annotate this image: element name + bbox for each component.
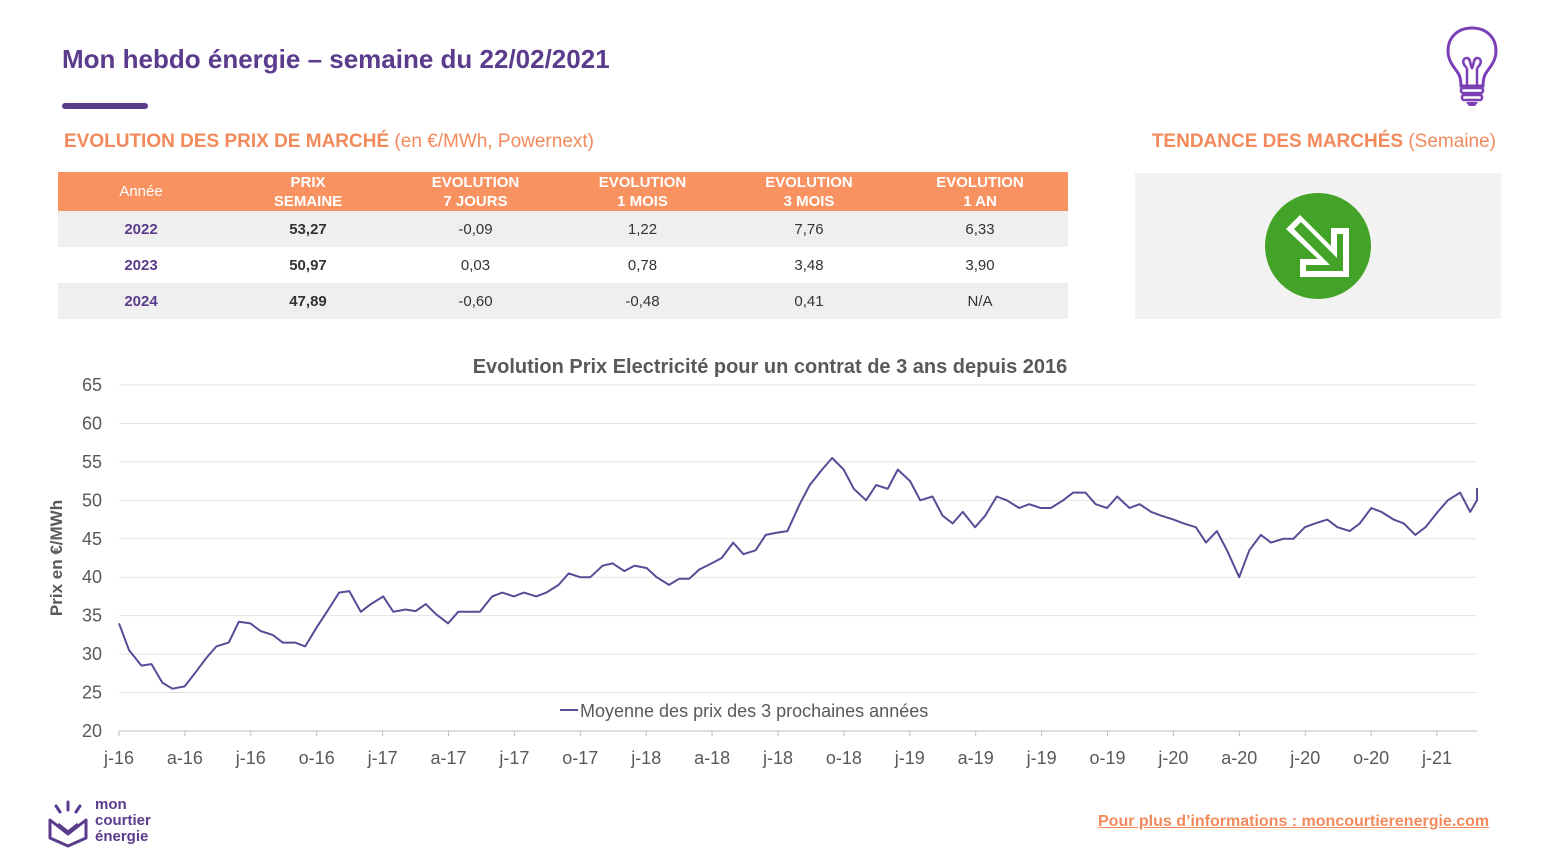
column-header: EVOLUTION 7 JOURS — [392, 172, 559, 211]
price-evolution-chart: Evolution Prix Electricité pour un contr… — [47, 356, 1478, 768]
x-tick-label: j-21 — [1421, 748, 1452, 768]
column-header: EVOLUTION 3 MOIS — [726, 172, 892, 211]
page-title: Mon hebdo énergie – semaine du 22/02/202… — [62, 44, 610, 74]
year-cell: 2022 — [58, 211, 224, 247]
y-tick-label: 65 — [82, 375, 102, 395]
market-prices-table: Année PRIX SEMAINE EVOLUTION 7 JOURS EVOLU… — [58, 172, 1068, 319]
title-underline — [62, 103, 148, 109]
prices-heading-light: (en €/MWh, Powernext) — [389, 131, 594, 152]
y-tick-label: 30 — [82, 644, 102, 664]
price-cell: 50,97 — [289, 256, 327, 274]
x-tick-label: a-20 — [1221, 748, 1257, 768]
series-line-moyenne — [118, 457, 1478, 690]
x-tick-label: j-20 — [1157, 748, 1188, 768]
prices-section-heading: EVOLUTION DES PRIX DE MARCHÉ (en €/MWh, … — [64, 131, 594, 153]
y-tick-label: 35 — [82, 606, 102, 626]
arrow-down-right-icon — [1265, 193, 1371, 299]
evolution-3m-cell: 7,76 — [726, 211, 892, 247]
brand-logo-icon — [48, 800, 88, 848]
x-tick-label: a-18 — [694, 748, 730, 768]
price-cell: 53,27 — [224, 211, 392, 247]
column-header: PRIX SEMAINE — [224, 172, 392, 211]
evolution-1y-cell: 6,33 — [892, 211, 1068, 247]
x-tick-label: j-16 — [103, 748, 134, 768]
y-tick-labels: 20 25 30 35 40 45 50 55 60 65 — [82, 375, 102, 741]
legend-label: Moyenne des prix des 3 prochaines années — [580, 701, 928, 721]
x-tick-label: o-17 — [562, 748, 598, 768]
logo-line: courtier — [95, 812, 151, 829]
y-tick-label: 60 — [82, 413, 102, 433]
x-tick-label: j-17 — [498, 748, 529, 768]
logo-line: énergie — [95, 828, 149, 845]
evolution-3m-cell: 3,48 — [794, 256, 824, 274]
evolution-7d-cell: -0,09 — [392, 211, 559, 247]
grid-lines — [119, 384, 1477, 732]
table-row: 2024 47,89 -0,60 -0,48 0,41 N/A — [58, 283, 1068, 319]
y-tick-label: 55 — [82, 452, 102, 472]
year-cell: 2024 — [58, 283, 224, 319]
trend-section-heading: TENDANCE DES MARCHÉS (Semaine) — [1152, 131, 1496, 153]
x-tick-label: j-19 — [894, 748, 925, 768]
y-tick-label: 45 — [82, 529, 102, 549]
evolution-1m-cell: 1,22 — [559, 211, 726, 247]
x-tick-label: j-19 — [1026, 748, 1057, 768]
x-tick-label: o-20 — [1353, 748, 1389, 768]
x-tick-label: j-18 — [762, 748, 793, 768]
chart-title: Evolution Prix Electricité pour un contr… — [473, 356, 1068, 378]
x-tick-label: a-17 — [430, 748, 466, 768]
x-tick-label: o-19 — [1089, 748, 1125, 768]
evolution-3m-cell: 0,41 — [726, 283, 892, 319]
x-tick-labels: j-16 a-16 j-16 o-16 j-17 a-17 j-17 o-17 j-18 a-18… — [103, 731, 1452, 768]
trend-heading-bold: TENDANCE DES MARCHÉS — [1151, 131, 1404, 152]
x-tick-label: j-17 — [367, 748, 398, 768]
evolution-7d-cell: 0,03 — [460, 256, 491, 274]
trend-heading-light: (Semaine) — [1403, 131, 1496, 152]
column-header: Année — [58, 172, 224, 211]
x-tick-label: o-16 — [299, 748, 335, 768]
x-tick-label: a-16 — [167, 748, 203, 768]
lightbulb-icon — [1446, 26, 1498, 106]
evolution-1m-cell: -0,48 — [559, 283, 726, 319]
table-row: 2022 53,27 -0,09 1,22 7,76 6,33 — [58, 211, 1068, 247]
evolution-1y-cell: 3,90 — [965, 256, 995, 274]
evolution-1y-cell: N/A — [892, 283, 1068, 319]
y-tick-label: 50 — [82, 490, 102, 510]
x-tick-label: j-20 — [1289, 748, 1320, 768]
evolution-1m-cell: 0,78 — [627, 256, 658, 274]
y-tick-label: 25 — [82, 683, 102, 703]
prices-heading-bold: EVOLUTION DES PRIX DE MARCHÉ — [64, 131, 390, 152]
year-cell: 2023 — [124, 256, 158, 274]
logo-line: mon — [95, 796, 127, 813]
y-axis-label: Prix en €/MWh — [47, 500, 66, 616]
column-header: EVOLUTION 1 MOIS — [559, 172, 726, 211]
table-row: 2023 50,97 0,03 0,78 3,48 3,90 — [58, 247, 1068, 283]
brand-logo-text: mon courtier énergie — [95, 797, 151, 845]
x-tick-label: j-18 — [630, 748, 661, 768]
price-cell: 47,89 — [224, 283, 392, 319]
y-tick-label: 20 — [82, 721, 102, 741]
x-tick-label: a-19 — [958, 748, 994, 768]
column-header: EVOLUTION 1 AN — [892, 172, 1068, 211]
x-tick-label: o-18 — [826, 748, 862, 768]
more-info-link[interactable]: Pour plus d’informations : moncourtieren… — [1098, 813, 1490, 830]
evolution-7d-cell: -0,60 — [392, 283, 559, 319]
y-tick-label: 40 — [82, 567, 102, 587]
x-tick-label: j-16 — [235, 748, 266, 768]
chart-legend: Moyenne des prix des 3 prochaines années — [560, 701, 928, 721]
table-header-row: Année PRIX SEMAINE EVOLUTION 7 JOURS EVOLU… — [58, 172, 1068, 211]
